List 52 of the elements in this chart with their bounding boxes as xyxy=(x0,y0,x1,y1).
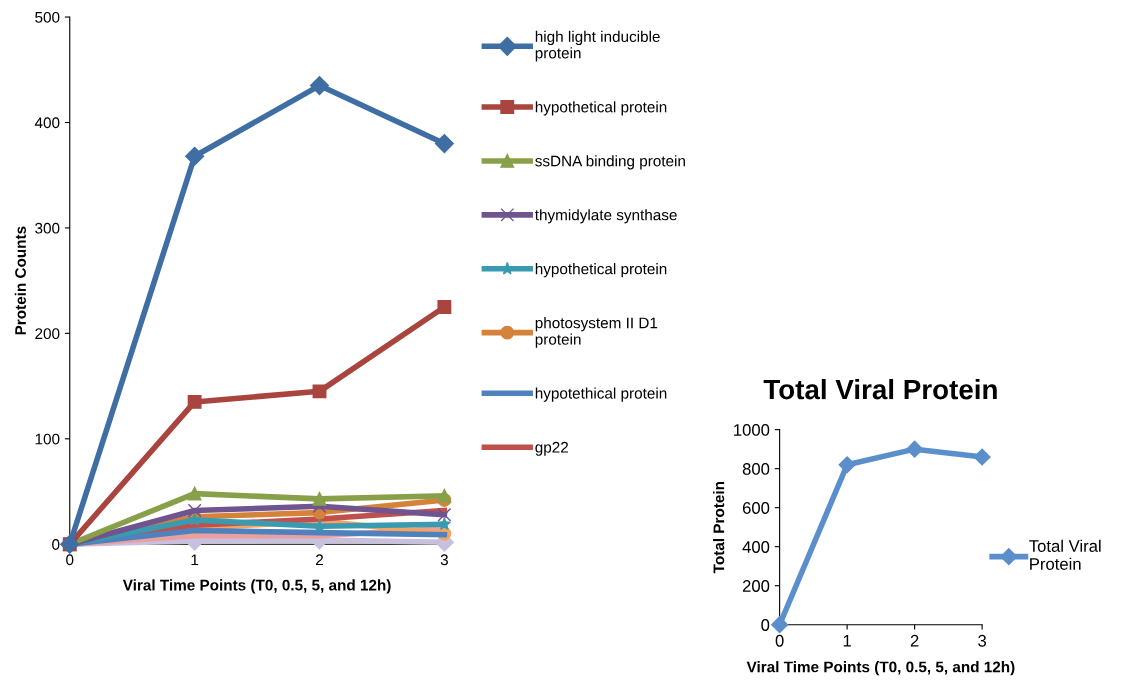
x-tick-label: 0 xyxy=(66,554,74,566)
point xyxy=(312,491,327,506)
y-tick-label: 400 xyxy=(34,117,60,129)
x-axis-title: Viral Time Points (T0, 0.5, 5, and 12h) xyxy=(746,661,1015,676)
legend-label: photosystem II D1 protein xyxy=(535,317,658,348)
legend-label: hypothetical protein xyxy=(535,101,667,116)
legend-label: thymidylate synthase xyxy=(535,209,677,224)
point xyxy=(437,507,452,522)
y-tick-label: 600 xyxy=(742,502,770,514)
point xyxy=(187,394,202,409)
y-tick-label: 0 xyxy=(52,539,60,550)
point xyxy=(906,440,924,458)
x-tick-label: 2 xyxy=(910,634,919,647)
y-tick-label: 800 xyxy=(742,463,770,475)
x-tick-label: 3 xyxy=(978,634,987,647)
legend-label: hypotethical protein xyxy=(535,387,667,402)
y-tick-label: 400 xyxy=(742,541,770,553)
point xyxy=(973,448,991,466)
x-tick-label: 0 xyxy=(775,634,784,647)
y-tick-label: 100 xyxy=(35,433,60,445)
legend-label: Total Viral Protein xyxy=(1029,539,1101,570)
legend-label: ssDNA binding protein xyxy=(535,155,685,170)
point xyxy=(187,503,202,518)
y-axis-title: Protein Counts xyxy=(14,226,26,335)
point xyxy=(312,519,327,533)
point xyxy=(187,486,202,501)
point xyxy=(434,134,454,154)
x-tick-label: 3 xyxy=(440,554,448,566)
y-tick-label: 200 xyxy=(35,328,60,340)
point xyxy=(312,384,327,399)
y-tick-label: 0 xyxy=(761,619,770,631)
x-tick-label: 2 xyxy=(316,554,323,566)
x-tick-label: 1 xyxy=(843,635,851,647)
x-axis-title: Viral Time Points (T0, 0.5, 5, and 12h) xyxy=(122,579,391,594)
legend-label: gp22 xyxy=(535,441,568,456)
legend-label: hypothetical protein xyxy=(535,263,667,278)
y-axis-title: Total Protein xyxy=(713,482,725,574)
point xyxy=(185,146,205,166)
point xyxy=(437,300,452,314)
point xyxy=(838,456,856,474)
point xyxy=(437,517,452,530)
y-tick-label: 500 xyxy=(35,11,60,23)
x-tick-label: 1 xyxy=(191,554,199,566)
legend-label: high light inducible protein xyxy=(535,30,660,62)
chart-title: Total Viral Protein xyxy=(763,378,997,400)
y-tick-label: 1000 xyxy=(734,424,770,436)
point xyxy=(309,76,330,96)
point xyxy=(187,513,202,526)
point xyxy=(437,488,452,503)
y-tick-label: 300 xyxy=(35,222,60,234)
point xyxy=(771,616,789,634)
y-tick-label: 200 xyxy=(742,580,770,592)
